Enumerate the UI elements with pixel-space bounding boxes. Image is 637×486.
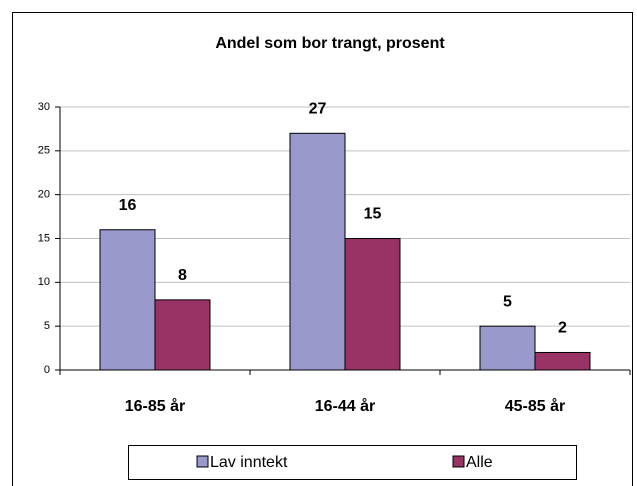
x-tick-label: 45-85 år: [505, 397, 566, 415]
legend-label: Alle: [466, 454, 493, 471]
y-tick-label: 30: [38, 101, 50, 113]
y-tick-label: 15: [38, 232, 50, 244]
value-label: 8: [178, 267, 187, 284]
bar: [154, 299, 211, 371]
bar: [479, 325, 536, 371]
value-label: 27: [309, 101, 327, 118]
x-tick-label: 16-44 år: [315, 397, 376, 415]
value-label: 15: [364, 206, 382, 223]
chart-title: Andel som bor trangt, prosent: [215, 35, 445, 52]
y-tick-label: 10: [38, 276, 50, 288]
bar: [344, 238, 401, 371]
bar: [99, 229, 156, 371]
legend-box: [128, 445, 577, 480]
x-tick-label: 16-85 år: [125, 397, 186, 415]
y-tick-label: 0: [44, 364, 50, 376]
legend-swatch: [196, 455, 209, 468]
y-tick-label: 20: [38, 189, 50, 201]
bar: [289, 132, 346, 371]
value-label: 5: [503, 293, 512, 310]
value-label: 16: [119, 197, 137, 214]
value-label: 2: [558, 320, 567, 337]
y-tick-label: 25: [38, 145, 50, 157]
y-tick-label: 5: [44, 320, 50, 332]
legend-label: Lav inntekt: [210, 454, 288, 471]
bar: [534, 351, 591, 371]
legend-swatch: [452, 455, 465, 468]
